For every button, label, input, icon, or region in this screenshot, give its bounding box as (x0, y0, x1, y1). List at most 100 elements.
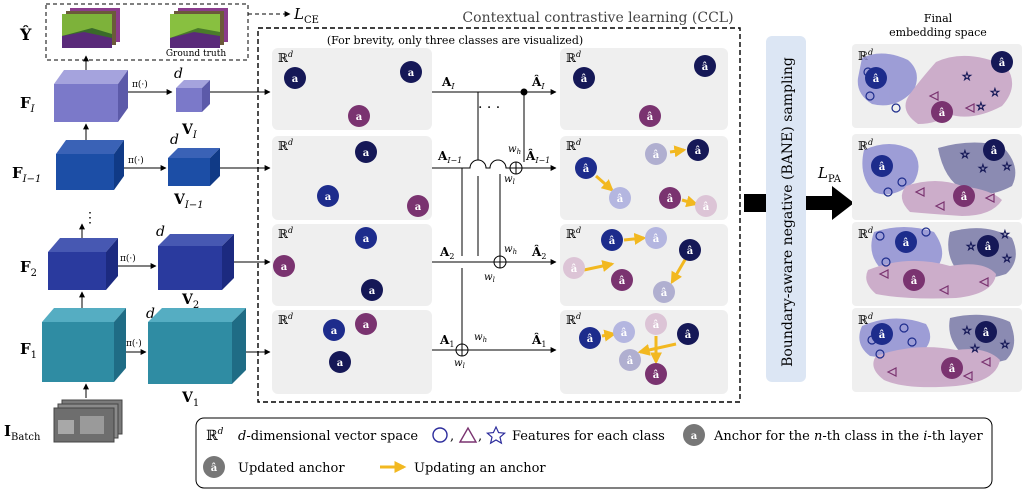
svg-text:☆: ☆ (966, 240, 976, 253)
final-title-line1: Final (924, 12, 953, 25)
svg-text:ℝd: ℝd (858, 226, 873, 241)
legend-space-text: d-dimensional vector space (238, 429, 418, 444)
feature-cube-I-1 (56, 140, 124, 190)
svg-text:☆: ☆ (1002, 252, 1012, 265)
svg-text:Â2: Â2 (531, 244, 546, 261)
svg-text:,: , (450, 429, 454, 444)
svg-text:â: â (581, 74, 588, 85)
svg-text:â: â (991, 146, 998, 157)
feature-cube-I (54, 70, 128, 122)
svg-text:A2: A2 (439, 245, 454, 261)
svg-text:â: â (653, 150, 660, 161)
anchors-left: a a a a a a a a a a a a (273, 61, 429, 373)
svg-text:â: â (587, 334, 594, 345)
legend-anchor-text: Anchor for the n-th class in the i-th la… (713, 429, 983, 444)
loss-ce: LCE (293, 5, 319, 26)
ellipsis-vertical: ⋮ (83, 210, 97, 226)
panel-right-2 (560, 224, 728, 306)
svg-text:â: â (911, 276, 918, 287)
svg-text:☆: ☆ (990, 86, 1000, 99)
svg-text:☆: ☆ (960, 148, 970, 161)
vector-label-I: VI (181, 122, 198, 141)
ground-truth-map-stack (170, 8, 228, 48)
routing-dots: · · · (478, 100, 500, 116)
svg-text:☆: ☆ (976, 100, 986, 113)
svg-text:â: â (627, 356, 634, 367)
svg-text:â: â (653, 234, 660, 245)
svg-text:â: â (949, 364, 956, 375)
svg-text:☆: ☆ (1002, 160, 1012, 173)
svg-text:â: â (903, 238, 910, 249)
feature-label-1: F1 (20, 340, 37, 361)
legend-updated-text: Updated anchor (238, 461, 345, 476)
svg-text:â: â (873, 74, 880, 85)
svg-text:wh: wh (474, 332, 487, 344)
svg-text:π(·): π(·) (120, 253, 136, 264)
svg-text:ÂI: ÂI (531, 74, 545, 91)
svg-text:â: â (609, 236, 616, 247)
anchor-icon (683, 424, 705, 446)
svg-text:ℝd: ℝd (566, 138, 581, 153)
svg-text:ℝd: ℝd (278, 226, 293, 241)
space-labels: ℝd ℝd ℝd ℝd ℝd ℝd ℝd ℝd (278, 50, 581, 327)
pa-arrow (806, 186, 854, 220)
final-star-markers: ☆ ☆ ☆ ☆ ☆ ☆ ☆ ☆ ☆ ☆ ☆ ☆ (960, 70, 1013, 356)
svg-text:a: a (691, 431, 698, 442)
svg-text:a: a (281, 262, 288, 273)
svg-text:â: â (667, 194, 674, 205)
svg-text:d: d (170, 132, 179, 148)
final-space-labels: ℝd ℝd ℝd ℝd (858, 48, 873, 327)
panel-left-2 (272, 224, 432, 306)
svg-text:ℝd: ℝd (566, 312, 581, 327)
vector-label-2: V2 (181, 292, 199, 311)
svg-text:â: â (617, 194, 624, 205)
svg-text:â: â (939, 108, 946, 119)
svg-text:ℝd: ℝd (566, 50, 581, 65)
svg-text:wl: wl (484, 272, 495, 284)
svg-text:â: â (985, 242, 992, 253)
svg-text:☆: ☆ (962, 324, 972, 337)
svg-text:π(·): π(·) (128, 155, 144, 166)
vector-cube-I (176, 80, 210, 112)
svg-text:wh: wh (504, 244, 517, 256)
svg-text:π(·): π(·) (126, 338, 142, 349)
batch-images (53, 399, 123, 443)
panel-right-I (560, 48, 728, 130)
panel-left-I (272, 48, 432, 130)
svg-text:â: â (619, 276, 626, 287)
svg-text:â: â (685, 330, 692, 341)
projection-I-1: π(·) d (124, 132, 179, 171)
svg-text:ℝd: ℝd (278, 312, 293, 327)
svg-text:a: a (331, 326, 338, 337)
svg-text:â: â (703, 202, 710, 213)
svg-text:â: â (961, 192, 968, 203)
svg-text:d: d (156, 224, 165, 240)
svg-text:☆: ☆ (978, 162, 988, 175)
svg-text:☆: ☆ (962, 70, 972, 83)
svg-text:,: , (478, 429, 482, 444)
svg-text:ÂI−1: ÂI−1 (525, 148, 550, 165)
svg-text:ℝd: ℝd (858, 312, 873, 327)
svg-text:â: â (879, 330, 886, 341)
svg-text:â: â (571, 264, 578, 275)
svg-text:â: â (695, 146, 702, 157)
svg-text:â: â (879, 162, 886, 173)
svg-text:a: a (363, 320, 370, 331)
svg-text:â: â (687, 246, 694, 257)
vector-label-1: V1 (181, 390, 199, 409)
svg-text:wl: wl (454, 358, 465, 370)
triangle-marker-icon (458, 426, 478, 443)
svg-text:d: d (146, 306, 155, 322)
svg-text:AI: AI (441, 75, 455, 91)
final-title-line2: embedding space (889, 26, 987, 39)
svg-text:â: â (211, 463, 218, 474)
ground-truth-label: Ground truth (166, 49, 226, 59)
svg-text:a: a (337, 358, 344, 369)
vector-cube-I-1 (168, 148, 220, 186)
svg-text:Â1: Â1 (531, 332, 546, 349)
circle-marker-icon (432, 427, 448, 443)
svg-text:☆: ☆ (1000, 228, 1010, 241)
svg-text:â: â (583, 164, 590, 175)
svg-text:â: â (653, 370, 660, 381)
